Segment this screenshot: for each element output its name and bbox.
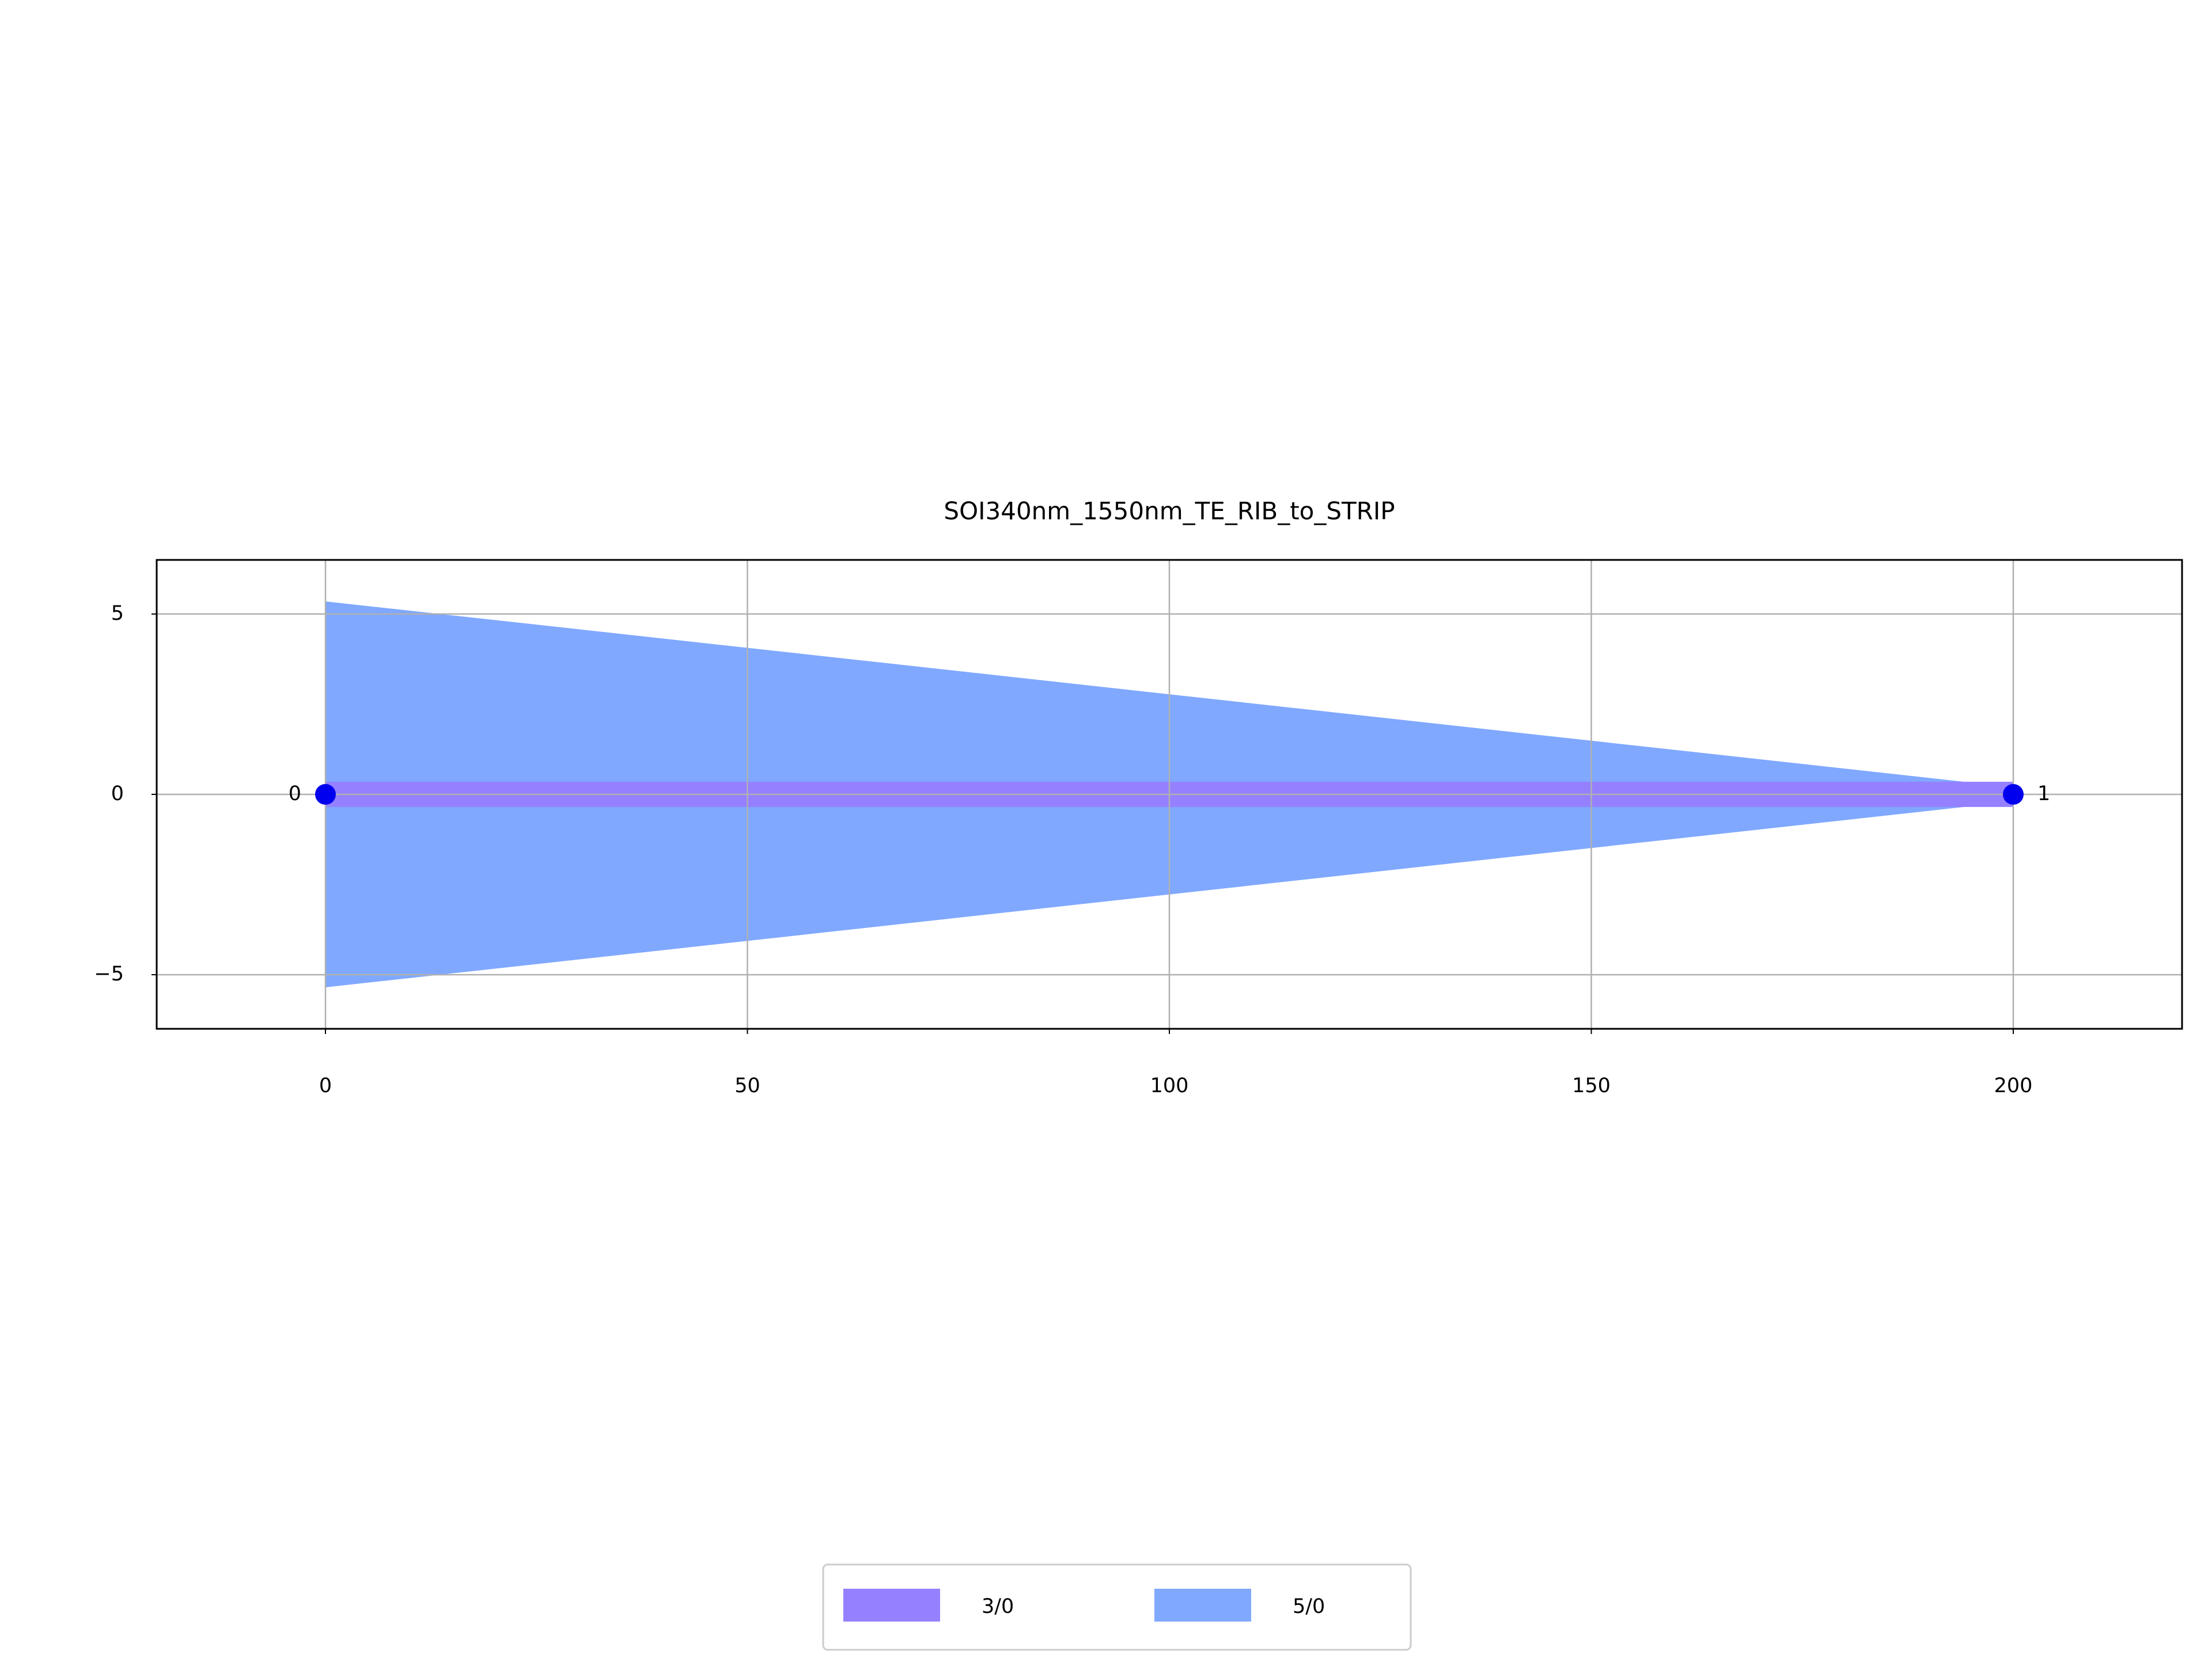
port-label: 1	[2037, 782, 2050, 805]
port-marker	[2003, 784, 2024, 805]
legend-box	[822, 1563, 1412, 1651]
y-tick-label: 0	[111, 782, 124, 805]
x-tick-label: 200	[1994, 1074, 2033, 1097]
x-tick-label: 0	[319, 1074, 332, 1097]
axes-frame	[156, 559, 2183, 1030]
legend-label: 3/0	[982, 1595, 1014, 1618]
legend-label: 5/0	[1293, 1595, 1325, 1618]
x-tick-label: 150	[1572, 1074, 1611, 1097]
x-tick-label: 50	[734, 1074, 760, 1097]
x-tick-label: 100	[1150, 1074, 1189, 1097]
chart-title: SOI340nm_1550nm_TE_RIB_to_STRIP	[944, 497, 1395, 525]
port-label: 0	[289, 782, 301, 805]
legend-swatch	[843, 1589, 940, 1622]
legend-swatch	[1154, 1589, 1251, 1622]
y-tick-label: 5	[111, 602, 124, 625]
port-marker	[315, 784, 336, 805]
y-tick-label: −5	[94, 963, 124, 986]
